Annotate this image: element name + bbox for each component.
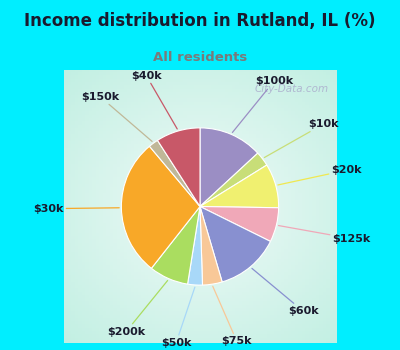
Wedge shape — [150, 140, 200, 206]
Wedge shape — [200, 165, 279, 208]
Wedge shape — [158, 128, 200, 206]
Text: $60k: $60k — [252, 268, 318, 316]
Text: All residents: All residents — [153, 51, 247, 64]
Wedge shape — [200, 206, 279, 242]
Text: $30k: $30k — [33, 204, 119, 214]
Text: $125k: $125k — [278, 225, 371, 244]
Text: $75k: $75k — [213, 286, 252, 346]
Text: $20k: $20k — [278, 165, 362, 185]
Text: City-Data.com: City-Data.com — [254, 84, 328, 94]
Text: $150k: $150k — [81, 92, 152, 141]
Wedge shape — [200, 206, 270, 282]
Text: $200k: $200k — [107, 281, 168, 337]
Text: Income distribution in Rutland, IL (%): Income distribution in Rutland, IL (%) — [24, 12, 376, 30]
Wedge shape — [200, 206, 222, 285]
Wedge shape — [151, 206, 200, 284]
Wedge shape — [121, 146, 200, 268]
Wedge shape — [188, 206, 202, 285]
Text: $50k: $50k — [161, 287, 195, 348]
Wedge shape — [200, 153, 267, 206]
Text: $10k: $10k — [264, 119, 339, 158]
Text: $100k: $100k — [232, 76, 293, 132]
Text: $40k: $40k — [131, 71, 177, 129]
Wedge shape — [200, 128, 258, 206]
